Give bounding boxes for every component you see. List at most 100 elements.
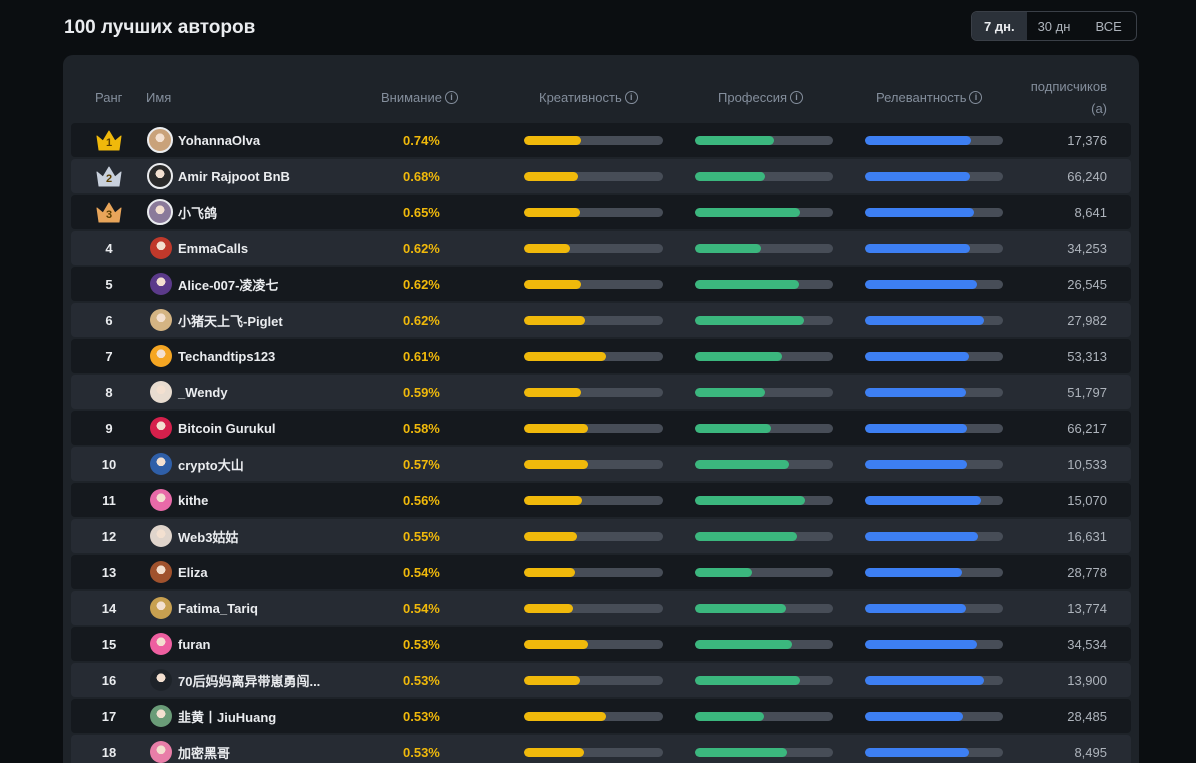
author-name-link[interactable]: Bitcoin Gurukul	[178, 420, 276, 436]
relevance-bar	[865, 748, 1003, 757]
author-name-link[interactable]: Eliza	[178, 564, 208, 580]
period-7d-button[interactable]: 7 дн.	[972, 12, 1027, 40]
author-name-link[interactable]: 韭黄丨JiuHuang	[178, 709, 277, 725]
info-icon[interactable]: i	[444, 91, 458, 104]
column-profession: Профессия i	[718, 90, 804, 105]
relevance-bar-fill	[865, 460, 968, 469]
info-icon[interactable]: i	[624, 91, 638, 104]
avatar[interactable]	[147, 163, 173, 189]
creativity-bar-fill	[524, 316, 586, 325]
creativity-bar	[524, 136, 663, 145]
creativity-bar-fill	[524, 676, 580, 685]
avatar[interactable]	[150, 597, 172, 619]
table-row[interactable]: 14 Fatima_Tariq 0.54% 13,774	[71, 591, 1131, 625]
followers-count: 66,240	[1067, 168, 1107, 184]
author-name-link[interactable]: YohannaOlva	[178, 132, 261, 148]
avatar[interactable]	[150, 237, 172, 259]
avatar[interactable]	[150, 561, 172, 583]
table-row[interactable]: 5 Alice-007-凌凌七 0.62% 26,545	[71, 267, 1131, 301]
author-name-link[interactable]: crypto大山	[178, 457, 244, 473]
author-name-link[interactable]: Fatima_Tariq	[178, 600, 258, 616]
rank-cell: 9	[87, 411, 131, 445]
avatar[interactable]	[150, 309, 172, 331]
followers-count: 51,797	[1067, 384, 1107, 400]
profession-bar	[695, 352, 833, 361]
table-row[interactable]: 15 furan 0.53% 34,534	[71, 627, 1131, 661]
creativity-bar	[524, 496, 663, 505]
avatar[interactable]	[150, 345, 172, 367]
column-name: Имя	[146, 90, 172, 105]
followers-count: 13,900	[1067, 672, 1107, 688]
avatar[interactable]	[150, 489, 172, 511]
table-row[interactable]: 2 Amir Rajpoot BnB 0.68% 66,240	[71, 159, 1131, 193]
attention-value: 0.61%	[403, 348, 440, 364]
avatar[interactable]	[150, 705, 172, 727]
author-name-link[interactable]: Amir Rajpoot BnB	[178, 168, 290, 184]
avatar[interactable]	[150, 453, 172, 475]
avatar[interactable]	[150, 381, 172, 403]
table-row[interactable]: 3 小飞鸽 0.65% 8,641	[71, 195, 1131, 229]
table-row[interactable]: 4 EmmaCalls 0.62% 34,253	[71, 231, 1131, 265]
avatar[interactable]	[150, 525, 172, 547]
table-row[interactable]: 8 _Wendy 0.59% 51,797	[71, 375, 1131, 409]
table-row[interactable]: 17 韭黄丨JiuHuang 0.53% 28,485	[71, 699, 1131, 733]
followers-count: 66,217	[1067, 420, 1107, 436]
avatar[interactable]	[147, 127, 173, 153]
followers-count: 34,253	[1067, 240, 1107, 256]
table-row[interactable]: 18 加密黑哥 0.53% 8,495	[71, 735, 1131, 763]
relevance-bar-fill	[865, 532, 979, 541]
table-row[interactable]: 16 70后妈妈离异带崽勇闯... 0.53% 13,900	[71, 663, 1131, 697]
column-attention-label: Внимание	[381, 90, 442, 105]
author-name-link[interactable]: 小猪天上飞-Piglet	[178, 313, 283, 329]
avatar[interactable]	[150, 633, 172, 655]
profession-bar	[695, 244, 833, 253]
relevance-bar-fill	[865, 388, 966, 397]
rank-number: 4	[105, 240, 113, 256]
author-name-link[interactable]: 小飞鸽	[178, 205, 218, 221]
author-name-link[interactable]: Techandtips123	[178, 348, 276, 364]
info-icon[interactable]: i	[969, 91, 983, 104]
avatar[interactable]	[150, 741, 172, 763]
relevance-bar-fill	[865, 496, 981, 505]
avatar[interactable]	[147, 199, 173, 225]
period-all-button[interactable]: ВСЕ	[1095, 18, 1122, 34]
followers-count: 27,982	[1067, 312, 1107, 328]
author-name-link[interactable]: kithe	[178, 492, 209, 508]
attention-value: 0.65%	[403, 204, 440, 220]
attention-value: 0.54%	[403, 564, 440, 580]
table-row[interactable]: 10 crypto大山 0.57% 10,533	[71, 447, 1131, 481]
relevance-bar	[865, 568, 1003, 577]
profession-bar-fill	[695, 496, 806, 505]
info-icon[interactable]: i	[790, 91, 804, 104]
table-row[interactable]: 12 Web3姑姑 0.55% 16,631	[71, 519, 1131, 553]
avatar[interactable]	[150, 273, 172, 295]
followers-count: 16,631	[1067, 528, 1107, 544]
avatar[interactable]	[150, 669, 172, 691]
author-name-link[interactable]: 70后妈妈离异带崽勇闯...	[178, 673, 321, 689]
rank-number: 7	[105, 348, 113, 364]
author-name-link[interactable]: 加密黑哥	[178, 745, 231, 761]
table-row[interactable]: 1 YohannaOlva 0.74% 17,376	[71, 123, 1131, 157]
avatar[interactable]	[150, 417, 172, 439]
rank-cell: 14	[87, 591, 131, 625]
attention-value: 0.74%	[403, 132, 440, 148]
table-row[interactable]: 6 小猪天上飞-Piglet 0.62% 27,982	[71, 303, 1131, 337]
profession-bar	[695, 496, 833, 505]
table-row[interactable]: 9 Bitcoin Gurukul 0.58% 66,217	[71, 411, 1131, 445]
table-row[interactable]: 7 Techandtips123 0.61% 53,313	[71, 339, 1131, 373]
author-name-link[interactable]: EmmaCalls	[178, 240, 249, 256]
author-name-link[interactable]: _Wendy	[178, 384, 228, 400]
author-name-link[interactable]: Alice-007-凌凌七	[178, 277, 279, 293]
rank-number: 3	[105, 209, 113, 221]
followers-count: 8,495	[1074, 744, 1107, 760]
followers-count: 13,774	[1067, 600, 1107, 616]
table-row[interactable]: 13 Eliza 0.54% 28,778	[71, 555, 1131, 589]
author-name-link[interactable]: Web3姑姑	[178, 529, 239, 545]
relevance-bar	[865, 136, 1003, 145]
period-30d-button[interactable]: 30 дн	[1037, 18, 1071, 34]
relevance-bar-fill	[865, 640, 977, 649]
profession-bar	[695, 208, 833, 217]
table-row[interactable]: 11 kithe 0.56% 15,070	[71, 483, 1131, 517]
author-name-link[interactable]: furan	[178, 636, 211, 652]
relevance-bar	[865, 244, 1003, 253]
